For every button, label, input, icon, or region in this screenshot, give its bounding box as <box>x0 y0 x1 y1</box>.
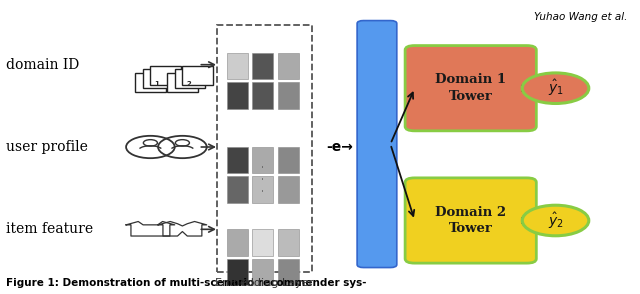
Bar <box>227 147 248 173</box>
Bar <box>252 259 273 285</box>
FancyBboxPatch shape <box>405 46 536 131</box>
Bar <box>252 176 273 203</box>
Bar <box>278 176 299 203</box>
Circle shape <box>522 205 589 236</box>
FancyBboxPatch shape <box>217 25 312 272</box>
Bar <box>227 176 248 203</box>
Text: 2: 2 <box>186 81 191 87</box>
Bar <box>252 229 273 256</box>
Text: user profile: user profile <box>6 140 88 154</box>
Text: -e→: -e→ <box>326 140 353 154</box>
FancyBboxPatch shape <box>175 69 205 88</box>
Bar <box>252 82 273 109</box>
Text: ·  ·  ·: · · · <box>258 164 271 192</box>
Bar <box>227 82 248 109</box>
FancyBboxPatch shape <box>143 69 173 88</box>
FancyBboxPatch shape <box>405 178 536 263</box>
Text: item feature: item feature <box>6 222 93 236</box>
Text: $\hat{y}_2$: $\hat{y}_2$ <box>548 211 563 230</box>
Text: Domain 2
Tower: Domain 2 Tower <box>435 206 506 235</box>
Text: domain ID: domain ID <box>6 58 79 72</box>
Text: $\hat{y}_1$: $\hat{y}_1$ <box>548 78 563 98</box>
Bar <box>278 53 299 79</box>
Bar <box>227 53 248 79</box>
Bar <box>278 82 299 109</box>
Text: Embedding Layer: Embedding Layer <box>215 278 314 288</box>
Bar <box>278 229 299 256</box>
FancyBboxPatch shape <box>357 21 397 268</box>
Bar <box>252 53 273 79</box>
FancyBboxPatch shape <box>135 73 166 92</box>
Text: Figure 1: Demonstration of multi-scenario recommender sys-: Figure 1: Demonstration of multi-scenari… <box>6 278 367 288</box>
FancyBboxPatch shape <box>182 66 213 85</box>
Bar <box>227 259 248 285</box>
Circle shape <box>522 73 589 103</box>
FancyBboxPatch shape <box>150 66 181 85</box>
Text: 1: 1 <box>154 81 159 87</box>
Bar <box>278 147 299 173</box>
Bar <box>252 147 273 173</box>
Bar <box>278 259 299 285</box>
Text: Yuhao Wang et al.: Yuhao Wang et al. <box>534 12 627 22</box>
Bar <box>227 229 248 256</box>
Text: Domain 1
Tower: Domain 1 Tower <box>435 73 506 103</box>
FancyBboxPatch shape <box>167 73 198 92</box>
